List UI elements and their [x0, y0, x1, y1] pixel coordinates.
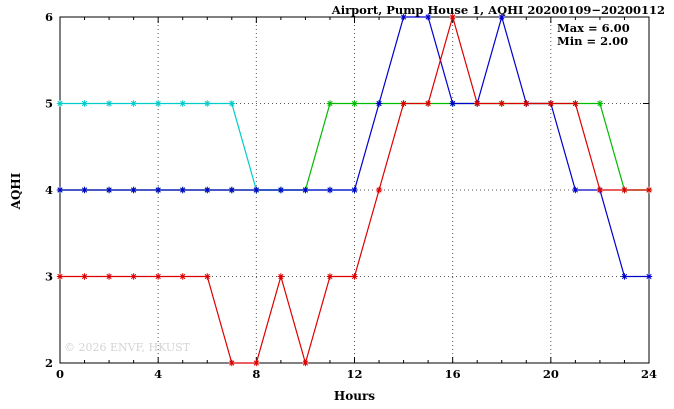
svg-text:4: 4 [45, 183, 53, 197]
blue-line-marker [498, 13, 505, 21]
max-min-annotation: Max = 6.00 Min = 2.00 [557, 22, 630, 48]
svg-text:16: 16 [445, 367, 461, 381]
blue-line-marker [302, 186, 309, 194]
cyan-line-marker [179, 100, 186, 107]
cyan-line-marker [228, 100, 235, 107]
red-line-marker [572, 100, 579, 107]
svg-text:12: 12 [346, 367, 362, 381]
blue-line-marker [400, 13, 407, 21]
blue-line-marker [253, 186, 260, 194]
blue-line-marker [228, 186, 235, 194]
red-line-marker [105, 273, 113, 280]
green-line-marker [326, 100, 334, 107]
red-line-marker [228, 359, 235, 367]
red-line-marker [326, 273, 334, 280]
svg-text:6: 6 [45, 10, 53, 24]
red-line-marker [204, 273, 211, 280]
cyan-line-marker [56, 100, 64, 107]
cyan-line-marker [105, 100, 113, 107]
svg-text:24: 24 [641, 367, 657, 381]
red-line-marker [56, 273, 64, 280]
watermark: © 2026 ENVF, HKUST [64, 341, 191, 354]
blue-line-marker [645, 273, 653, 280]
green-line-marker [351, 100, 358, 107]
svg-text:3: 3 [45, 270, 53, 284]
blue-line-marker [449, 100, 456, 107]
svg-text:4: 4 [154, 367, 162, 381]
blue-line-marker [56, 186, 64, 194]
red-line-marker [498, 100, 505, 107]
chart-title: Airport, Pump House 1, AQHI 20200109−202… [331, 3, 665, 17]
red-line-marker [400, 100, 407, 107]
max-label: Max = 6.00 [557, 21, 630, 35]
red-line-marker [424, 100, 432, 107]
red-line-marker [154, 273, 162, 280]
blue-line-marker [130, 186, 137, 194]
cyan-line-marker [204, 100, 211, 107]
red-line-marker [375, 186, 383, 194]
min-label: Min = 2.00 [557, 34, 629, 48]
y-axis-label: AQHI [9, 172, 23, 210]
red-line-marker [547, 100, 555, 107]
blue-line-marker [621, 273, 628, 280]
blue-line-marker [179, 186, 186, 194]
svg-text:0: 0 [56, 367, 64, 381]
blue-line-marker [326, 186, 334, 194]
red-line-marker [449, 13, 456, 21]
blue-line-marker [375, 100, 383, 107]
red-line-marker [351, 273, 358, 280]
red-line-marker [523, 100, 530, 107]
blue-line-marker [351, 186, 358, 194]
red-line-marker [179, 273, 186, 280]
cyan-line-marker [154, 100, 162, 107]
red-line-marker [130, 273, 137, 280]
red-line-marker [596, 186, 604, 194]
x-axis-label: Hours [333, 389, 376, 403]
red-line-marker [474, 100, 481, 107]
cyan-line [60, 102, 355, 191]
red-line-marker [621, 186, 628, 194]
cyan-line-marker [81, 100, 88, 107]
blue-line-marker [81, 186, 88, 194]
blue-line-marker [572, 186, 579, 194]
blue-line-marker [105, 186, 113, 194]
blue-line-marker [424, 13, 432, 21]
cyan-line-marker [130, 100, 137, 107]
red-line-marker [277, 273, 285, 280]
blue-line-marker [277, 186, 285, 194]
red-line-marker [81, 273, 88, 280]
red-line-marker [302, 359, 309, 367]
green-line-marker [596, 100, 604, 107]
svg-text:2: 2 [45, 356, 53, 370]
svg-text:20: 20 [543, 367, 559, 381]
svg-text:5: 5 [45, 97, 53, 111]
blue-line-marker [204, 186, 211, 194]
red-line-marker [645, 186, 653, 194]
svg-text:8: 8 [252, 367, 260, 381]
blue-line-marker [154, 186, 162, 194]
red-line-marker [253, 359, 260, 367]
